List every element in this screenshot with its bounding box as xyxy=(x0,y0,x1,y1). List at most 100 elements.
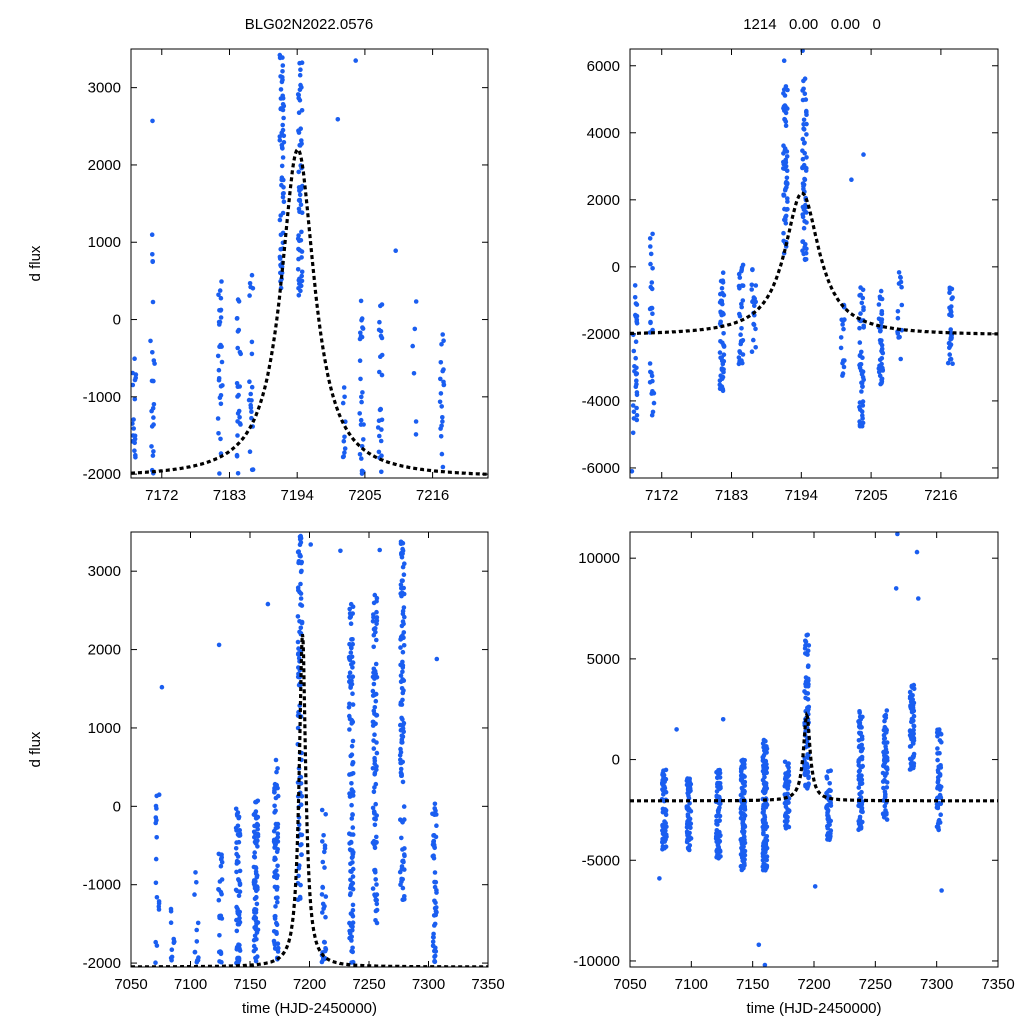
data-point xyxy=(373,801,379,807)
data-point xyxy=(633,371,639,377)
data-point xyxy=(349,855,355,860)
x-tick-label: 7250 xyxy=(352,976,385,993)
x-tick-label: 7172 xyxy=(645,487,678,504)
data-point xyxy=(857,362,863,367)
data-point xyxy=(236,839,242,845)
data-point xyxy=(297,281,302,287)
data-point xyxy=(648,261,653,267)
data-point xyxy=(884,765,890,770)
data-point xyxy=(350,665,355,670)
data-point xyxy=(374,920,380,926)
data-point xyxy=(716,810,721,815)
data-point xyxy=(430,939,436,945)
data-point xyxy=(717,350,723,355)
data-point xyxy=(804,110,809,115)
data-point xyxy=(373,877,379,882)
data-point xyxy=(647,361,653,366)
data-point xyxy=(651,400,657,406)
data-point xyxy=(265,601,271,607)
data-point xyxy=(217,471,222,476)
data-point xyxy=(859,742,864,748)
data-point xyxy=(439,423,444,429)
data-point xyxy=(907,689,913,695)
data-point xyxy=(434,656,440,662)
data-point xyxy=(370,674,376,680)
data-point xyxy=(323,812,329,817)
data-point xyxy=(169,954,175,960)
data-point xyxy=(402,846,407,851)
data-point xyxy=(218,384,224,389)
data-point xyxy=(252,850,257,855)
data-point xyxy=(825,789,831,794)
data-point xyxy=(400,669,405,675)
data-point xyxy=(761,831,766,837)
data-point xyxy=(630,469,635,474)
data-point xyxy=(804,155,809,160)
data-point xyxy=(299,842,304,847)
data-point xyxy=(861,152,866,157)
data-point xyxy=(255,927,261,933)
data-point xyxy=(841,364,847,370)
data-point xyxy=(350,702,356,707)
data-point xyxy=(739,326,744,331)
data-point xyxy=(297,192,303,198)
data-point xyxy=(859,809,864,814)
data-point xyxy=(884,785,890,790)
data-point xyxy=(686,820,691,825)
data-point xyxy=(895,315,901,321)
data-point xyxy=(803,257,809,262)
data-point xyxy=(347,727,352,732)
y-tick-label: -4000 xyxy=(582,393,620,410)
data-point xyxy=(893,586,899,591)
data-point xyxy=(412,326,418,332)
y-tick-label: 0 xyxy=(612,259,620,276)
data-point xyxy=(342,450,347,455)
data-point xyxy=(783,774,788,780)
data-point xyxy=(857,340,863,345)
data-point xyxy=(749,349,755,355)
data-point xyxy=(131,421,135,426)
data-point xyxy=(350,908,356,913)
data-point xyxy=(235,433,240,438)
data-point xyxy=(438,360,444,365)
data-point xyxy=(349,717,354,723)
data-point xyxy=(938,784,944,790)
data-point xyxy=(372,732,377,737)
data-point xyxy=(401,859,406,865)
data-point xyxy=(883,808,888,813)
data-point xyxy=(430,934,436,940)
data-point xyxy=(254,901,260,907)
data-point xyxy=(156,792,162,797)
data-point xyxy=(785,786,790,791)
data-point xyxy=(432,884,438,890)
data-point xyxy=(760,810,766,815)
data-point xyxy=(742,824,748,829)
data-point xyxy=(936,764,941,770)
data-point xyxy=(295,236,301,242)
data-point xyxy=(251,829,257,835)
data-point xyxy=(634,417,640,423)
data-point xyxy=(281,199,287,204)
data-point xyxy=(651,390,657,396)
data-point xyxy=(805,697,811,702)
data-point xyxy=(150,350,155,355)
data-point xyxy=(720,290,725,296)
data-point xyxy=(149,424,155,429)
data-point xyxy=(858,730,864,736)
data-point xyxy=(298,202,304,207)
data-point xyxy=(634,413,640,418)
x-tick-label: 7194 xyxy=(785,487,818,504)
data-point xyxy=(371,738,376,743)
data-point xyxy=(251,854,257,860)
data-point xyxy=(235,946,240,952)
data-point xyxy=(740,352,746,357)
data-point xyxy=(280,177,285,182)
data-point xyxy=(273,904,278,909)
data-point xyxy=(431,855,437,861)
data-point xyxy=(349,816,355,821)
data-point xyxy=(371,600,377,606)
data-point xyxy=(764,802,770,808)
x-axis-title: time (HJD-2450000) xyxy=(746,1000,881,1017)
data-point xyxy=(432,906,438,911)
data-point xyxy=(281,140,287,145)
